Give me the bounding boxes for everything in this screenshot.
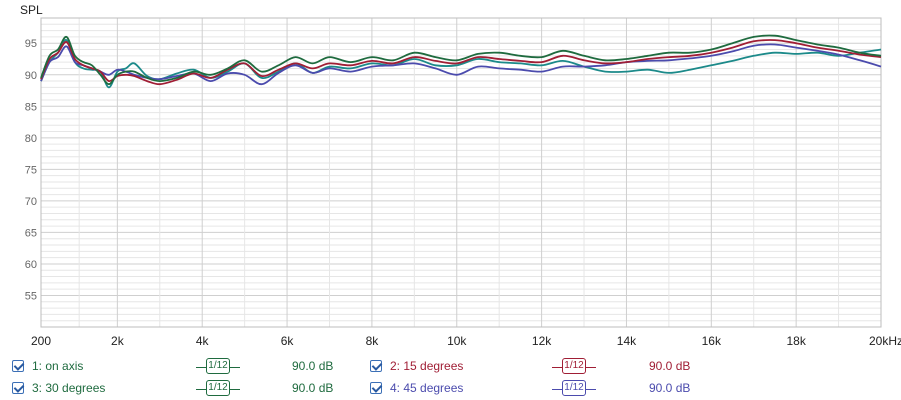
smoothing-indicator[interactable]: 1/12 xyxy=(196,357,240,377)
legend-item-30-degrees[interactable]: 3: 30 degrees xyxy=(12,379,162,399)
y-tick-label: 80 xyxy=(25,133,37,145)
checkbox-icon[interactable] xyxy=(370,382,382,394)
y-axis-label: SPL xyxy=(20,3,43,17)
legend-label: 2: 15 degrees xyxy=(390,359,464,373)
y-tick-labels: 55 60 65 70 75 80 85 90 95 xyxy=(25,38,37,302)
x-tick-label: 4k xyxy=(196,334,210,348)
legend-item-45-degrees[interactable]: 4: 45 degrees xyxy=(370,379,520,399)
spl-chart: SPL 55 60 65 70 75 80 85 90 95 200 2k 4k 6k 8k 10k 12k… xyxy=(20,3,901,348)
y-tick-label: 85 xyxy=(25,101,37,113)
x-tick-label: 200 xyxy=(31,334,51,348)
x-tick-labels: 200 2k 4k 6k 8k 10k 12k 14k 16k 18k 20kHz xyxy=(31,334,901,348)
y-tick-label: 90 xyxy=(25,70,37,82)
checkbox-icon[interactable] xyxy=(12,382,24,394)
smoothing-indicator[interactable]: 1/12 xyxy=(552,379,596,399)
series-line-3-30-degrees[interactable] xyxy=(40,39,882,89)
level-value: 90.0 dB xyxy=(292,381,334,395)
checkbox-icon[interactable] xyxy=(12,360,24,372)
series-line-4-45-degrees[interactable] xyxy=(40,43,882,86)
y-tick-label: 75 xyxy=(25,164,37,176)
smoothing-label: 1/12 xyxy=(206,380,230,396)
y-tick-label: 70 xyxy=(25,196,37,208)
level-value: 90.0 dB xyxy=(292,359,334,373)
y-tick-label: 95 xyxy=(25,38,37,50)
x-tick-label: 10k xyxy=(447,334,467,348)
x-tick-label: 12k xyxy=(532,334,552,348)
checkbox-icon[interactable] xyxy=(370,360,382,372)
smoothing-indicator[interactable]: 1/12 xyxy=(196,379,240,399)
smoothing-indicator[interactable]: 1/12 xyxy=(552,357,596,377)
legend-label: 3: 30 degrees xyxy=(32,381,106,395)
smoothing-label: 1/12 xyxy=(562,380,586,396)
legend-item-on-axis[interactable]: 1: on axis xyxy=(12,357,162,377)
legend-label: 1: on axis xyxy=(32,359,84,373)
x-tick-label: 6k xyxy=(281,334,295,348)
legend-label: 4: 45 degrees xyxy=(390,381,464,395)
legend-item-15-degrees[interactable]: 2: 15 degrees xyxy=(370,357,520,377)
x-tick-label: 16k xyxy=(702,334,722,348)
x-tick-label: 20kHz xyxy=(869,334,901,348)
x-tick-label: 2k xyxy=(111,334,125,348)
legend: 1: on axis 1/12 90.0 dB 2: 15 degrees 1/… xyxy=(0,352,901,400)
y-tick-label: 65 xyxy=(25,227,37,239)
level-value: 90.0 dB xyxy=(649,381,691,395)
level-value: 90.0 dB xyxy=(649,359,691,373)
series-line-2-15-degrees[interactable] xyxy=(40,39,882,86)
x-tick-label: 8k xyxy=(366,334,380,348)
y-tick-label: 60 xyxy=(25,259,37,271)
plot-frame xyxy=(40,17,882,328)
smoothing-label: 1/12 xyxy=(206,358,230,374)
plot-grid xyxy=(40,17,882,328)
x-tick-label: 14k xyxy=(617,334,637,348)
smoothing-label: 1/12 xyxy=(562,358,586,374)
y-tick-label: 55 xyxy=(25,290,37,302)
plot-series[interactable] xyxy=(40,34,882,89)
series-line-1-on-axis[interactable] xyxy=(40,34,882,86)
x-tick-label: 18k xyxy=(786,334,806,348)
